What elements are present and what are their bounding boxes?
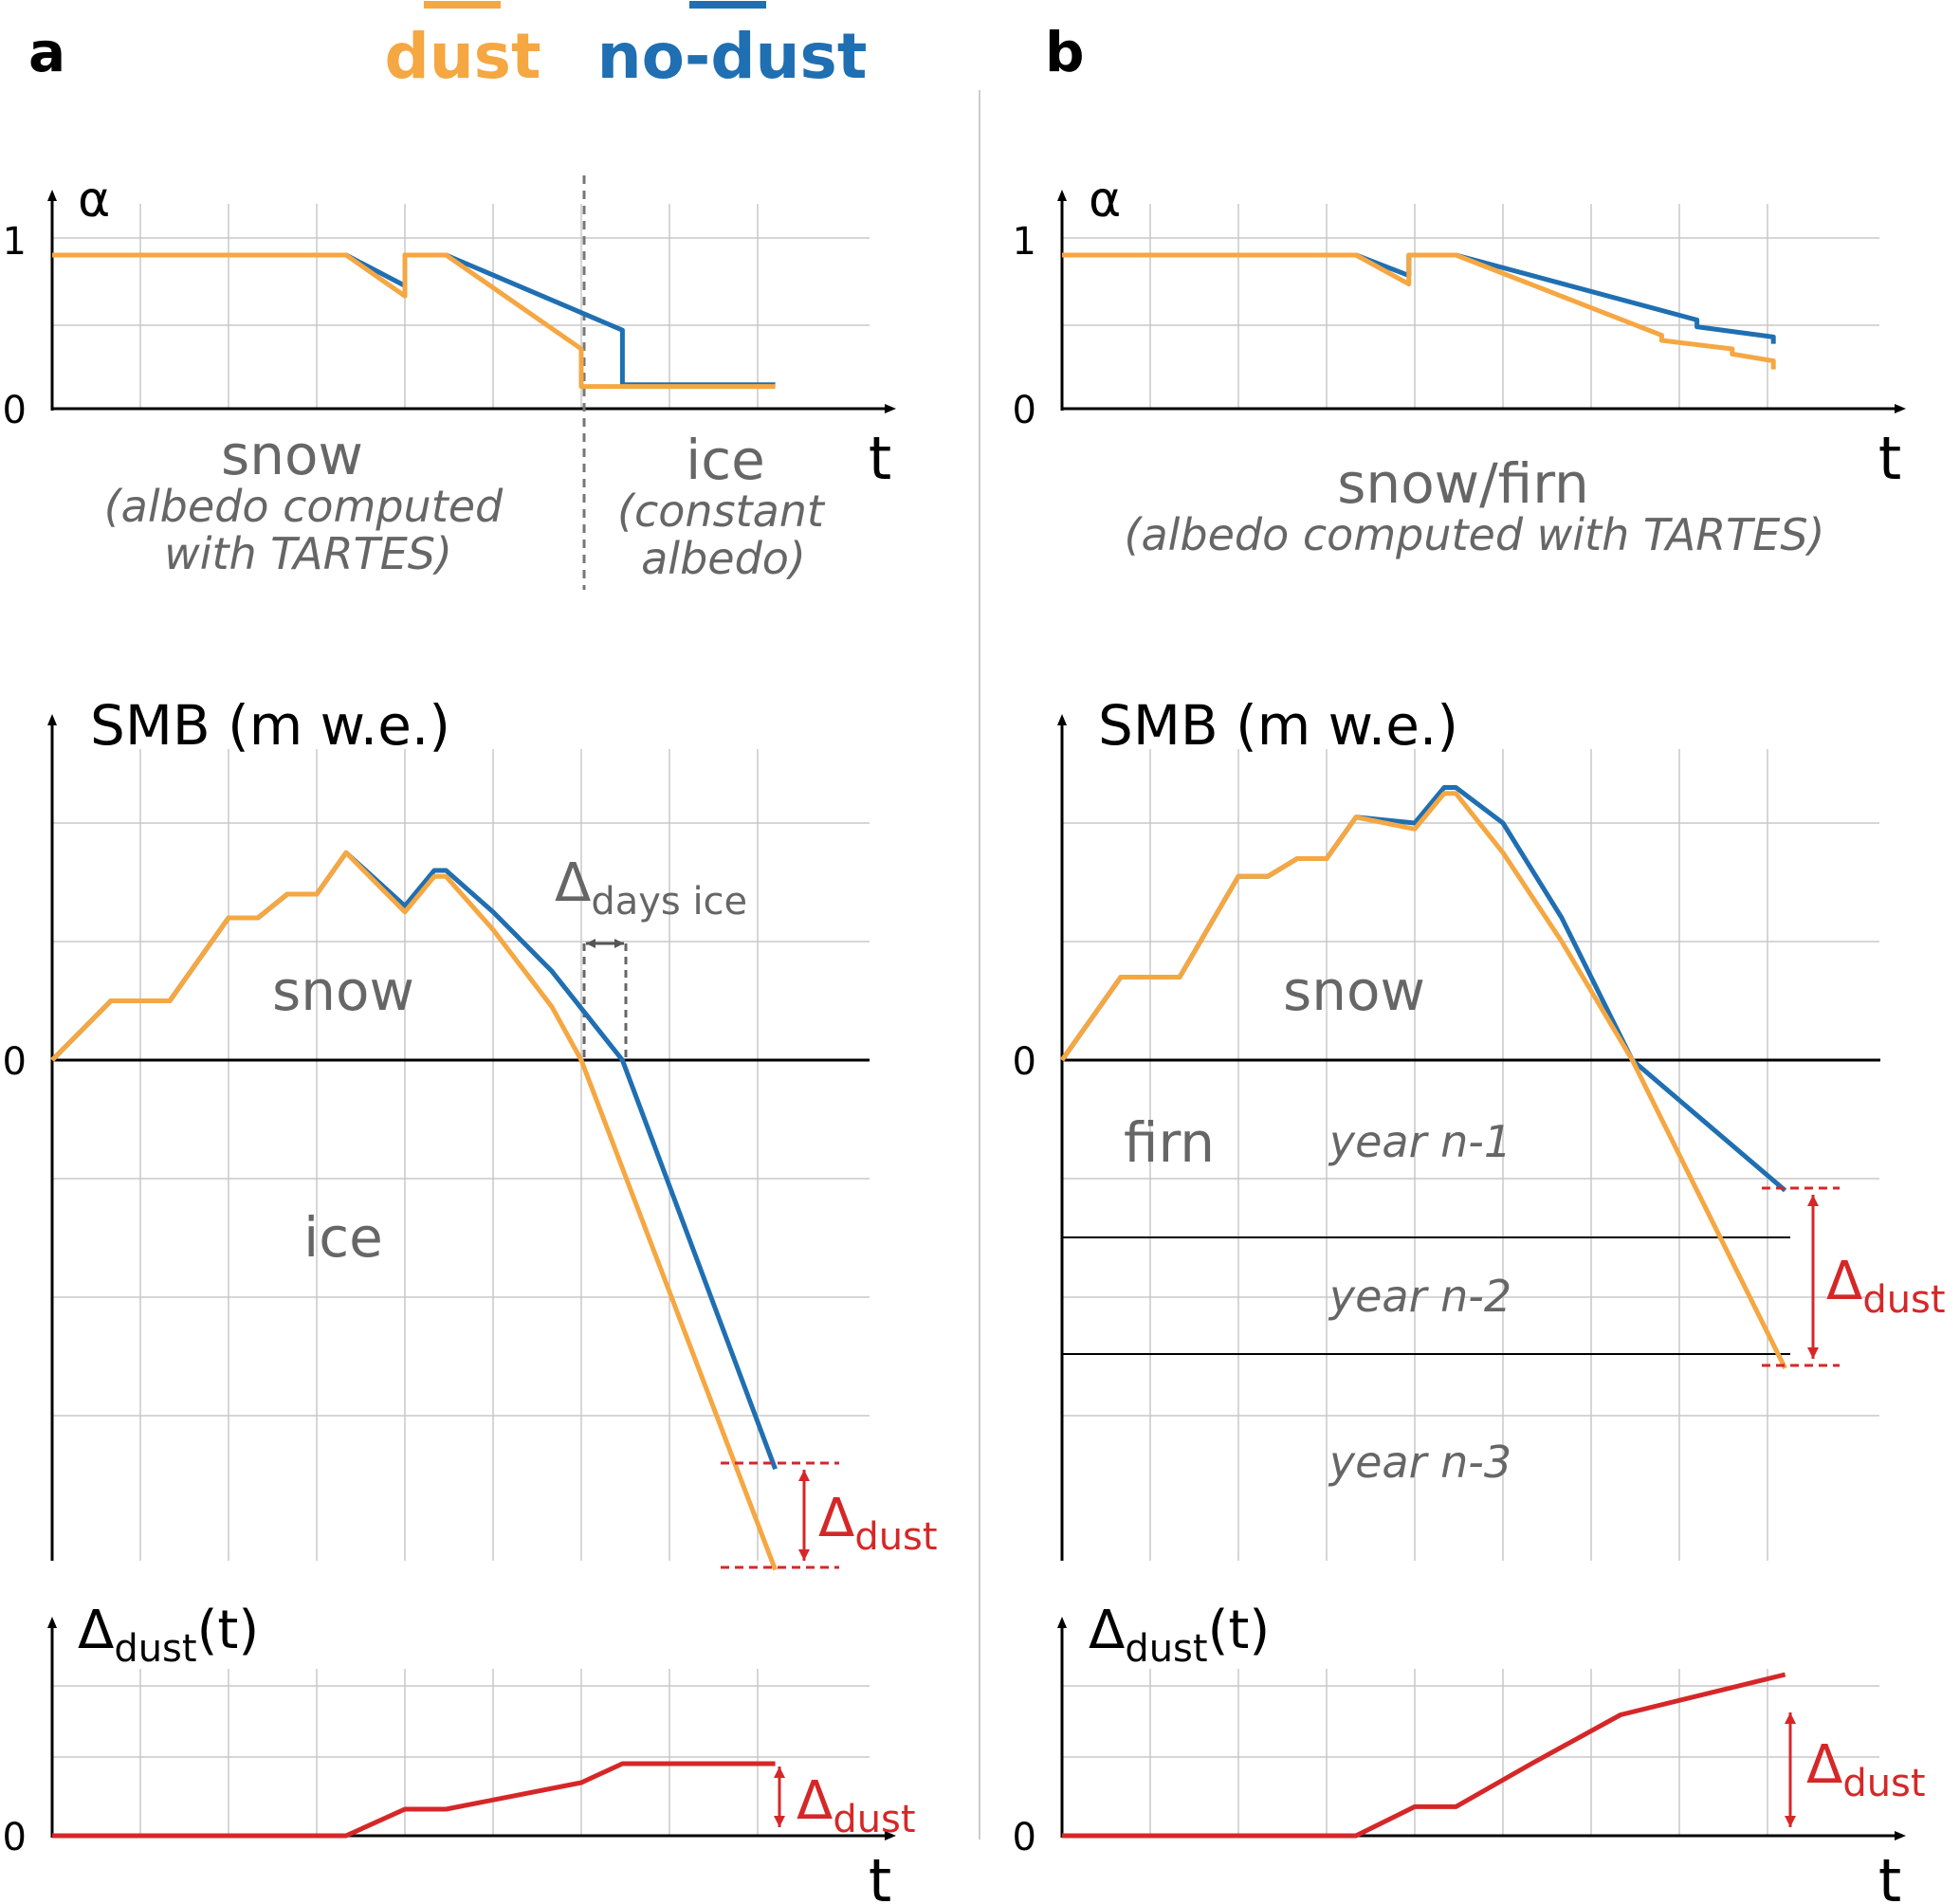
smb-axis-label: SMB (m w.e.) [1098, 693, 1458, 758]
delta-days-ice-label: Δdays ice [555, 852, 747, 924]
tick-label-0: 0 [3, 1816, 27, 1859]
series-line-no-dust [50, 850, 778, 1471]
delta-dust-label: Δdust [818, 1488, 938, 1559]
legend-no-dust-label: no-dust [597, 20, 868, 93]
panel-a-smb: SMB (m w.e.) 0 snow ice Δdays ice Δdust [3, 693, 938, 1571]
firn-label: firn [1124, 1110, 1215, 1175]
b-snowfirn-note: (albedo computed with TARTES) [1125, 509, 1825, 560]
smb-axis-label: SMB (m w.e.) [90, 693, 450, 758]
grid-lines [52, 204, 1879, 1836]
delta-t-axis-label: Δdust(t) [78, 1600, 259, 1671]
legend-dust-label: dust [384, 20, 540, 93]
t-axis-label: t [869, 1846, 891, 1904]
delta-dust-label: Δdust [797, 1770, 916, 1841]
alpha-axis-label: α [1089, 172, 1121, 229]
t-axis-label: t [869, 424, 891, 493]
series-line-dust [50, 850, 778, 1571]
a-snow-label: snow [221, 423, 363, 487]
year-n1-label: year n-1 [1328, 1116, 1511, 1167]
tick-label-1: 1 [1013, 220, 1036, 264]
series-line-no-dust [52, 252, 776, 388]
series-line-delta-dust [52, 1761, 776, 1839]
tick-label-0: 0 [1013, 1816, 1036, 1859]
tick-label-0: 0 [1013, 389, 1036, 432]
panel-b-albedo: α 1 0 t snow/firn (albedo computed with … [1013, 172, 1906, 560]
smb-snow-label: snow [272, 959, 414, 1023]
delta-dust-label: Δdust [1806, 1734, 1926, 1805]
tick-label-0: 0 [1013, 1040, 1036, 1084]
a-ice-note-2: albedo) [641, 533, 806, 584]
alpha-axis-label: α [78, 172, 110, 229]
a-ice-label: ice [686, 428, 765, 492]
a-snow-note-1: (albedo computed [104, 481, 504, 532]
smb-snow-label: snow [1283, 959, 1425, 1023]
panel-b-smb: SMB (m w.e.) 0 snow firn year n-1 year n… [1013, 693, 1946, 1561]
smb-ice-label: ice [303, 1205, 383, 1270]
panel-a-delta: Δdust(t) 0 t Δdust [3, 1600, 916, 1904]
a-snow-note-2: with TARTES) [164, 528, 452, 579]
a-ice-note-1: (constant [617, 485, 826, 537]
series-line-delta-dust [1062, 1672, 1786, 1839]
panel-label-a: a [28, 20, 65, 84]
tick-label-1: 1 [3, 220, 27, 264]
series-line-dust [1059, 791, 1787, 1370]
t-axis-label: t [1878, 1846, 1901, 1904]
t-axis-label: t [1878, 424, 1901, 493]
year-n3-label: year n-3 [1328, 1437, 1511, 1488]
b-snowfirn-label: snow/firn [1337, 451, 1589, 516]
tick-label-0: 0 [3, 1040, 27, 1084]
series-line-dust [1062, 252, 1776, 370]
panel-label-b: b [1045, 20, 1085, 84]
panel-b-delta: Δdust(t) 0 t Δdust [1013, 1600, 1926, 1904]
series-line-no-dust [1062, 252, 1776, 344]
delta-t-axis-label: Δdust(t) [1089, 1600, 1270, 1671]
panel-a-albedo: α 1 0 t snow (albedo computed with TARTE… [3, 172, 896, 590]
series-line-dust [52, 252, 776, 390]
year-n2-label: year n-2 [1328, 1271, 1511, 1322]
delta-dust-label: Δdust [1826, 1251, 1946, 1322]
tick-label-0: 0 [3, 389, 27, 432]
